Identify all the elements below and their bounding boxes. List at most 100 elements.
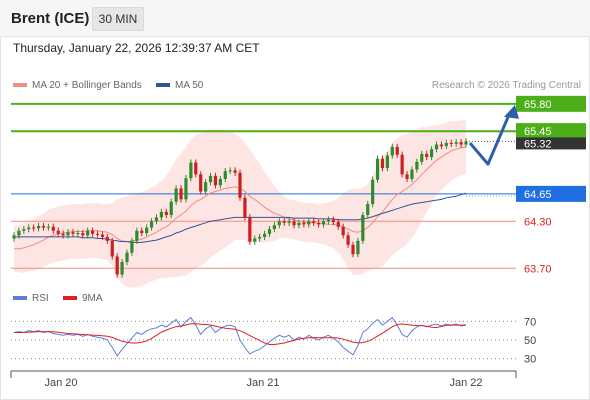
candle-body: [238, 172, 242, 198]
candle-body: [95, 233, 100, 235]
legend-rsi-label: RSI: [32, 293, 49, 304]
chart-timestamp: Thursday, January 22, 2026 12:39:37 AM C…: [13, 41, 260, 55]
candle-body: [36, 225, 41, 229]
candle-body: [292, 221, 296, 226]
candle-body: [287, 221, 291, 223]
candle-body: [326, 219, 331, 222]
candle-body: [361, 215, 365, 241]
last-price-tag: [516, 137, 586, 150]
candle-body: [140, 230, 144, 234]
rsi-ma-line: [14, 323, 467, 345]
candle-body: [410, 169, 414, 179]
candle-body: [425, 153, 429, 158]
candle-body: [307, 221, 311, 225]
candle-body: [179, 188, 183, 200]
candle-body: [218, 178, 222, 186]
candle-body: [149, 221, 154, 228]
candle-body: [32, 227, 36, 229]
candle-body: [444, 142, 448, 147]
candle-body: [204, 182, 208, 192]
candle-body: [233, 170, 237, 173]
candles: [12, 138, 468, 278]
candle-body: [390, 146, 394, 156]
candle-body: [12, 235, 16, 239]
instrument-title: Brent (ICE): [11, 10, 90, 27]
candle-body: [420, 153, 424, 162]
chart-header: Brent (ICE) 30 MIN: [0, 0, 590, 37]
level-tag-65.80: [516, 95, 586, 112]
candle-body: [248, 217, 252, 242]
level-tag-overlay-65.45: [516, 123, 586, 137]
legend-ma20-label: MA 20 + Bollinger Bands: [32, 80, 142, 91]
rsi-level-label-50: 50: [524, 335, 536, 347]
interval-selector[interactable]: 30 MIN: [92, 7, 144, 31]
candle-body: [86, 230, 90, 236]
candle-body: [120, 261, 124, 275]
candle-body: [395, 146, 399, 155]
candle-body: [439, 144, 444, 147]
candle-body: [405, 174, 409, 179]
candle-body: [341, 226, 345, 236]
candle-body: [351, 244, 355, 255]
candle-body: [317, 222, 321, 225]
legend-ma50: MA 50: [156, 80, 203, 91]
level-label-65.80: 65.80: [524, 99, 552, 111]
candle-body: [262, 233, 267, 237]
candle-body: [464, 141, 468, 145]
level-label-63.70: 63.70: [524, 263, 552, 275]
candle-body: [385, 155, 389, 169]
candle-body: [253, 238, 257, 242]
candle-body: [375, 158, 380, 180]
candle-body: [41, 225, 46, 228]
rsi-level-label-70: 70: [524, 316, 536, 328]
legend-rsi-swatch: [13, 296, 27, 301]
legend-ma50-label: MA 50: [175, 80, 204, 91]
candle-body: [115, 256, 119, 275]
candle-body: [76, 233, 80, 235]
candle-body: [194, 162, 198, 175]
candle-body: [449, 142, 453, 144]
candle-body: [366, 204, 370, 216]
candle-body: [164, 211, 168, 216]
x-axis-label-2: Jan 22: [449, 377, 482, 389]
candle-body: [145, 227, 149, 234]
candle-body: [312, 221, 316, 223]
rsi-level-label-30: 30: [524, 354, 536, 366]
candle-body: [336, 222, 340, 227]
candle-body: [223, 171, 227, 179]
candle-body: [454, 142, 458, 144]
candle-body: [51, 226, 55, 231]
candle-body: [135, 230, 139, 241]
candle-body: [258, 236, 262, 239]
candle-body: [66, 232, 70, 236]
candle-body: [125, 252, 129, 262]
candle-body: [22, 229, 26, 231]
ma50-line: [14, 192, 467, 243]
legend-ma20-swatch: [13, 83, 27, 88]
legend-ma50-swatch: [156, 83, 170, 88]
candle-body: [459, 142, 463, 145]
candle-body: [91, 230, 95, 234]
legend-rsi-ma-label: 9MA: [82, 293, 103, 304]
legend-rsi: RSI: [13, 293, 49, 304]
level-label-64.65: 64.65: [524, 189, 552, 201]
x-axis-label-0: Jan 20: [44, 377, 77, 389]
candle-body: [302, 222, 306, 225]
candle-body: [380, 158, 385, 169]
research-credit: Research © 2026 Trading Central: [431, 80, 581, 91]
candle-body: [56, 230, 60, 234]
candle-body: [282, 221, 286, 223]
level-label-overlay-65.45: 65.45: [524, 126, 552, 138]
candle-body: [199, 174, 203, 192]
candle-body: [81, 233, 85, 236]
bollinger-band: [14, 120, 466, 288]
candle-body: [243, 197, 247, 218]
candle-body: [27, 227, 31, 230]
candle-body: [346, 235, 350, 245]
legend-rsi-ma: 9MA: [63, 293, 103, 304]
candle-body: [46, 226, 50, 228]
candle-body: [267, 229, 272, 234]
forecast-arrow-head: [504, 104, 519, 119]
candle-body: [371, 179, 375, 205]
